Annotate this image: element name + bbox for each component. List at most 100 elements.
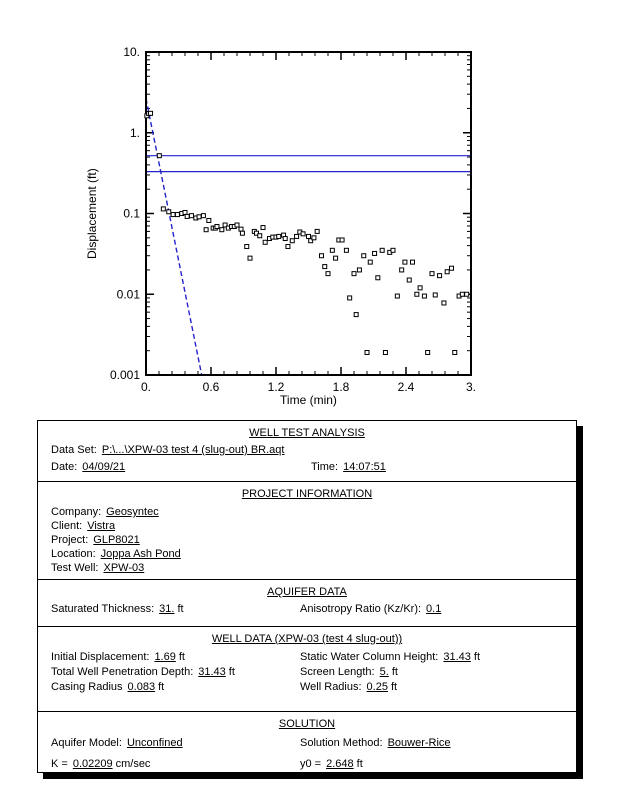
client-value: Vistra xyxy=(87,520,116,532)
y0-field: y0 = 2.648 ft xyxy=(300,758,363,770)
initial-displacement-value: 1.69 xyxy=(154,651,176,663)
data-point-marker xyxy=(200,213,206,219)
time-field: Time: 14:07:51 xyxy=(311,461,386,473)
data-point-marker xyxy=(184,213,190,219)
data-point-marker xyxy=(214,224,220,230)
data-point-marker xyxy=(282,236,288,242)
data-point-marker xyxy=(174,212,180,218)
data-point-marker xyxy=(382,349,388,355)
data-point-marker xyxy=(343,247,349,253)
section-solution: SOLUTION Aquifer Model: Unconfined K = 0.0… xyxy=(38,711,576,772)
data-set-field: Data Set: P:\...\XPW-03 test 4 (slug-out)… xyxy=(51,444,284,456)
data-set-label: Data Set: xyxy=(51,444,97,456)
client-field: Client: Vistra xyxy=(51,520,115,532)
casing-radius-label: Casing Radius xyxy=(51,681,123,693)
data-point-marker xyxy=(406,277,412,283)
data-point-marker xyxy=(417,285,423,291)
project-field: Project: GLP8021 xyxy=(51,534,140,546)
section-title: PROJECT INFORMATION xyxy=(241,488,373,500)
reference-lines xyxy=(146,155,471,173)
section-header: SOLUTION xyxy=(38,718,576,730)
data-point-marker xyxy=(257,233,263,239)
data-point-marker xyxy=(294,233,300,239)
data-point-marker xyxy=(410,259,415,265)
solution-method-value: Bouwer-Rice xyxy=(387,737,451,749)
data-point-marker xyxy=(203,227,209,233)
data-point-marker xyxy=(347,295,353,301)
time-value: 14:07:51 xyxy=(343,461,386,473)
section-title: WELL DATA (XPW-03 (test 4 slug-out)) xyxy=(211,633,403,645)
static-water-column-height-field: Static Water Column Height: 31.43 ft xyxy=(300,651,480,663)
section-header: WELL DATA (XPW-03 (test 4 slug-out)) xyxy=(38,633,576,645)
aquifer-model-field: Aquifer Model: Unconfined xyxy=(51,737,183,749)
data-point-marker xyxy=(367,259,373,265)
y-tick-label: 1. xyxy=(130,126,140,140)
casing-radius-unit: ft xyxy=(158,681,165,693)
data-point-marker xyxy=(429,271,435,277)
observed-points xyxy=(144,110,470,355)
company-value: Geosyntec xyxy=(106,506,159,518)
data-point-marker xyxy=(247,255,253,261)
data-point-marker xyxy=(308,238,314,244)
saturated-thickness-unit: ft xyxy=(177,603,184,615)
data-point-marker xyxy=(329,247,335,253)
casing-radius-field: Casing Radius 0.083 ft xyxy=(51,681,164,693)
data-point-marker xyxy=(166,209,172,215)
initial-displacement-field: Initial Displacement: 1.69 ft xyxy=(51,651,185,663)
data-point-marker xyxy=(285,244,291,250)
k-unit: cm/sec xyxy=(115,758,151,770)
static-water-column-height-label: Static Water Column Height: xyxy=(300,651,439,663)
screen-length-value: 5. xyxy=(379,666,389,678)
data-point-marker xyxy=(260,225,266,231)
y-tick-label: 0.1 xyxy=(123,207,140,221)
section-header: WELL TEST ANALYSIS xyxy=(38,427,576,439)
data-point-marker xyxy=(206,217,212,223)
data-point-marker xyxy=(222,222,228,228)
location-field: Location: Joppa Ash Pond xyxy=(51,548,181,560)
total-well-penetration-depth-field: Total Well Penetration Depth: 31.43 ft xyxy=(51,666,235,678)
saturated-thickness-label: Saturated Thickness: xyxy=(51,603,155,615)
project-value: GLP8021 xyxy=(93,534,140,546)
x-tick-label: 0.6 xyxy=(203,380,220,394)
k-field: K = 0.02209 cm/sec xyxy=(51,758,150,770)
data-point-marker xyxy=(390,247,396,253)
total-well-penetration-depth-label: Total Well Penetration Depth: xyxy=(51,666,194,678)
solution-method-label: Solution Method: xyxy=(300,737,383,749)
anisotropy-ratio-field: Anisotropy Ratio (Kz/Kr): 0.1 xyxy=(300,603,441,615)
k-value: 0.02209 xyxy=(72,758,113,770)
k-label: K = xyxy=(51,758,68,770)
data-point-marker xyxy=(254,230,259,236)
data-point-marker xyxy=(399,267,405,273)
section-title: SOLUTION xyxy=(278,718,336,730)
data-point-marker xyxy=(464,291,470,297)
section-title: WELL TEST ANALYSIS xyxy=(249,427,365,439)
project-label: Project: xyxy=(51,534,89,546)
data-point-marker xyxy=(300,231,306,237)
section-well-data: WELL DATA (XPW-03 (test 4 slug-out)) Ini… xyxy=(38,626,576,712)
data-point-marker xyxy=(459,291,465,297)
anisotropy-ratio-label: Anisotropy Ratio (Kz/Kr): xyxy=(300,603,422,615)
aquifer-model-value: Unconfined xyxy=(126,737,183,749)
y-tick-label: 10. xyxy=(123,45,140,59)
data-point-marker xyxy=(234,222,240,228)
screen-length-label: Screen Length: xyxy=(300,666,375,678)
static-water-column-height-unit: ft xyxy=(473,651,481,663)
company-label: Company: xyxy=(51,506,102,518)
data-point-marker xyxy=(402,259,408,265)
time-label: Time: xyxy=(311,461,339,473)
date-field: Date: 04/09/21 xyxy=(51,461,125,473)
y-tick-label: 0.001 xyxy=(110,368,140,382)
saturated-thickness-value: 31. xyxy=(159,603,175,615)
data-point-marker xyxy=(160,206,166,212)
test-well-field: Test Well: XPW-03 xyxy=(51,562,144,574)
location-value: Joppa Ash Pond xyxy=(100,548,181,560)
data-point-marker xyxy=(375,275,381,281)
data-point-marker xyxy=(182,209,188,215)
well-radius-label: Well Radius: xyxy=(300,681,362,693)
y0-value: 2.648 xyxy=(326,758,354,770)
x-tick-label: 1.2 xyxy=(268,380,285,394)
data-point-marker xyxy=(289,238,295,244)
client-label: Client: xyxy=(51,520,83,532)
